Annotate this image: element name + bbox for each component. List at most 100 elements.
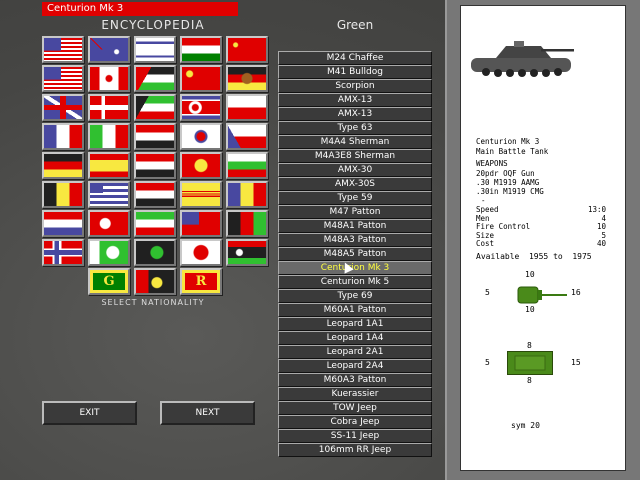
stat-value: 4 — [601, 213, 606, 223]
flag-r-button[interactable]: R — [180, 268, 222, 295]
unit-list-item[interactable]: Cobra Jeep — [278, 415, 432, 429]
flag-g-button[interactable]: G — [88, 268, 130, 295]
flag-uk-button[interactable] — [42, 94, 84, 121]
flag-norway-button[interactable] — [42, 239, 84, 266]
unit-list-item[interactable]: AMX-30S — [278, 177, 432, 191]
turret-armor-bottom: 10 — [525, 305, 535, 314]
unit-list-item[interactable]: M48A5 Patton — [278, 247, 432, 261]
flag-romania-button[interactable] — [226, 181, 268, 208]
flag-taiwan-button[interactable] — [180, 210, 222, 237]
availability: Available 1955 to 1975 — [476, 252, 592, 261]
flag-pakistan-button[interactable] — [88, 239, 130, 266]
unit-list-item[interactable]: Leopard 2A1 — [278, 345, 432, 359]
flag-ussr-button[interactable] — [226, 36, 268, 63]
unit-list-item[interactable]: Leopard 1A1 — [278, 317, 432, 331]
turret-top-view-icon — [517, 286, 567, 304]
unit-list-item[interactable]: Type 63 — [278, 121, 432, 135]
unit-list-item[interactable]: Type 59 — [278, 191, 432, 205]
stat-row: Men 4 — [476, 213, 606, 224]
flag-denmark-button[interactable] — [88, 94, 130, 121]
hull-armor-left: 5 — [485, 358, 490, 367]
unit-list-item[interactable]: Leopard 1A4 — [278, 331, 432, 345]
unit-list-item[interactable]: Kuerassier — [278, 387, 432, 401]
turret-armor-left: 5 — [485, 288, 490, 297]
unit-list-item[interactable]: Centurion Mk 3 — [278, 261, 432, 275]
page-title: ENCYCLOPEDIA — [101, 18, 205, 32]
flag-crescent-red-black-button[interactable] — [134, 268, 176, 295]
unit-list-item[interactable]: M4A3E8 Sherman — [278, 149, 432, 163]
flag-iran-button[interactable] — [134, 210, 176, 237]
flag-libya-button[interactable] — [226, 239, 268, 266]
stat-label: Men — [476, 213, 490, 223]
flag-hungary-button[interactable] — [180, 36, 222, 63]
flag-kuwait-button[interactable] — [134, 94, 176, 121]
flag-south-korea-button[interactable] — [180, 123, 222, 150]
flag-greece-button[interactable] — [88, 181, 130, 208]
select-nationality-label: SELECT NATIONALITY — [101, 298, 205, 307]
exit-button[interactable]: EXIT — [42, 401, 137, 425]
flag-usa-button[interactable] — [42, 36, 84, 63]
flag-crescent-black-button[interactable] — [134, 239, 176, 266]
unit-list-item[interactable]: M4A4 Sherman — [278, 135, 432, 149]
flag-poland-button[interactable] — [226, 94, 268, 121]
flag-east-germany-button[interactable] — [226, 65, 268, 92]
stat-label: Fire Control — [476, 222, 531, 231]
unit-list-item[interactable]: M41 Bulldog — [278, 65, 432, 79]
next-button[interactable]: NEXT — [160, 401, 255, 425]
stat-label: Speed — [476, 205, 499, 214]
unit-list-item[interactable]: SS-11 Jeep — [278, 429, 432, 443]
tank-image-icon — [471, 41, 574, 77]
flag-north-korea-button[interactable] — [180, 94, 222, 121]
unit-list-item[interactable]: Centurion Mk 5 — [278, 275, 432, 289]
stat-row: Speed 13:0 — [476, 205, 606, 215]
unit-info-panel: Centurion Mk 3 Main Battle Tank WEAPONS … — [460, 5, 626, 471]
unit-list-item[interactable]: M48A3 Patton — [278, 233, 432, 247]
unit-name: Centurion Mk 3 — [476, 137, 540, 146]
unit-list-item[interactable]: Scorpion — [278, 79, 432, 93]
flag-netherlands-button[interactable] — [42, 210, 84, 237]
flag-usmc-button[interactable] — [42, 65, 84, 92]
flag-egypt-button[interactable] — [134, 152, 176, 179]
flag-afghanistan-button[interactable] — [226, 210, 268, 237]
unit-list-item[interactable]: AMX-13 — [278, 93, 432, 107]
flag-turkey-button[interactable] — [88, 210, 130, 237]
turret-armor-right: 16 — [571, 288, 581, 297]
unit-list-item[interactable]: Leopard 2A4 — [278, 359, 432, 373]
flag-belgium-button[interactable] — [42, 181, 84, 208]
flag-west-germany-button[interactable] — [42, 152, 84, 179]
stats-table: Speed 13:0 Men 4 Fire Control 10 Size 5 Cost 40 — [476, 205, 606, 249]
stat-row: Cost 40 — [476, 239, 606, 249]
flag-italy-button[interactable] — [88, 123, 130, 150]
unit-list-item[interactable]: M48A1 Patton — [278, 219, 432, 233]
flag-australia-button[interactable] — [88, 36, 130, 63]
flag-syria-button[interactable] — [134, 123, 176, 150]
flag-israel-button[interactable] — [134, 36, 176, 63]
side-label: Green — [336, 18, 374, 32]
weapon: .30 M1919 AAMG — [476, 178, 540, 187]
weapon: 20pdr OQF Gun — [476, 169, 535, 178]
unit-list-item[interactable]: AMX-30 — [278, 163, 432, 177]
flag-south-vietnam-button[interactable] — [180, 181, 222, 208]
unit-list-item[interactable]: TOW Jeep — [278, 401, 432, 415]
flag-jordan-button[interactable] — [134, 65, 176, 92]
flag-spain-button[interactable] — [88, 152, 130, 179]
unit-list-item[interactable]: AMX-13 — [278, 107, 432, 121]
unit-list-item[interactable]: M60A3 Patton — [278, 373, 432, 387]
unit-list-item[interactable]: M47 Patton — [278, 205, 432, 219]
flag-canada-button[interactable] — [88, 65, 130, 92]
unit-list-item[interactable]: 106mm RR Jeep — [278, 443, 432, 457]
stat-label: Size — [476, 230, 495, 240]
stat-value: 10 — [596, 222, 606, 231]
flag-japan-button[interactable] — [180, 239, 222, 266]
flag-czechoslovakia-button[interactable] — [226, 123, 268, 150]
flag-france-button[interactable] — [42, 123, 84, 150]
stat-value: 40 — [596, 239, 606, 248]
unit-list-item[interactable]: M24 Chaffee — [278, 51, 432, 65]
flag-iraq-button[interactable] — [134, 181, 176, 208]
unit-list-item[interactable]: Type 69 — [278, 289, 432, 303]
hull-armor-top: 8 — [527, 341, 532, 350]
flag-china-button[interactable] — [180, 65, 222, 92]
flag-bulgaria-button[interactable] — [226, 152, 268, 179]
flag-vietnam-button[interactable] — [180, 152, 222, 179]
unit-list-item[interactable]: M60A1 Patton — [278, 303, 432, 317]
